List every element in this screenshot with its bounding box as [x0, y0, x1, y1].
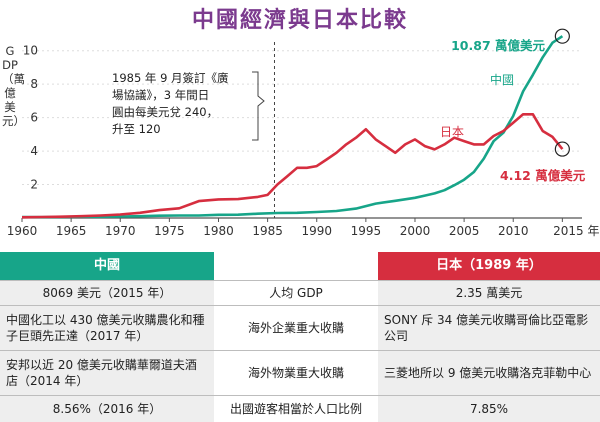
x-tick-label: 2005	[449, 224, 480, 238]
y-tick-label: 4	[30, 144, 38, 158]
cell-china: 中國化工以 430 億美元收購農化和種子巨頭先正達（2017 年）	[0, 306, 214, 350]
plaza-accord-annotation: 1985 年 9 月簽訂《廣 場協議》，3 年間日 圓由每美元兌 240， 升至…	[112, 70, 252, 138]
china-end-value-label: 10.87 萬億美元	[451, 38, 545, 53]
table-row: 8069 美元（2015 年） 人均 GDP 2.35 萬美元	[0, 281, 600, 305]
y-axis-label: GDP（萬億美元）	[2, 44, 25, 128]
annotation-line: 升至 120	[112, 122, 161, 136]
x-tick-label: 1985	[252, 224, 283, 238]
cell-metric: 出國遊客相當於人口比例	[214, 396, 378, 422]
x-tick-label: 1980	[203, 224, 234, 238]
table-row: 8.56%（2016 年） 出國遊客相當於人口比例 7.85%	[0, 396, 600, 422]
annotation-line: 1985 年 9 月簽訂《廣	[112, 71, 229, 85]
x-tick-label: 1990	[301, 224, 332, 238]
y-tick-label: 6	[30, 111, 38, 125]
table-row: 安邦以近 20 億美元收購華爾道夫酒店（2014 年） 海外物業重大收購 三菱地…	[0, 351, 600, 395]
cell-japan: 三菱地所以 9 億美元收購洛克菲勒中心	[378, 351, 600, 395]
china-end-marker	[554, 28, 570, 44]
table-row: 中國化工以 430 億美元收購農化和種子巨頭先正達（2017 年） 海外企業重大…	[0, 306, 600, 350]
table-header-row: 中國 日本（1989 年）	[0, 252, 600, 280]
japan-end-marker	[554, 141, 570, 157]
china-series-label: 中國	[490, 72, 514, 87]
x-tick-label: 2000	[400, 224, 431, 238]
japan-series-label: 日本	[440, 125, 464, 139]
cell-china: 安邦以近 20 億美元收購華爾道夫酒店（2014 年）	[0, 351, 214, 395]
y-tick-label: 8	[30, 77, 38, 91]
cell-china: 8069 美元（2015 年）	[0, 281, 214, 305]
gdp-line-chart: 2 4 6 8 10 1960 1965 1970 1975 1980 1985 1990 1995 20…	[7, 28, 600, 238]
header-china: 中國	[0, 252, 214, 280]
cell-metric: 海外物業重大收購	[214, 351, 378, 395]
y-tick-label: 10	[23, 44, 38, 58]
japan-end-value-label: 4.12 萬億美元	[500, 168, 586, 183]
x-tick-label: 1965	[56, 224, 87, 238]
x-tick-label: 1975	[154, 224, 185, 238]
x-tick-label: 1995	[351, 224, 382, 238]
china-series-line	[21, 35, 564, 219]
x-tick-label: 1960	[7, 224, 38, 238]
chart-area: 2 4 6 8 10 1960 1965 1970 1975 1980 1985 1990 1995 20…	[2, 8, 600, 238]
japan-series-line	[21, 113, 564, 219]
x-tick-label: 2015 年	[553, 224, 599, 238]
chart-title: 中國經濟與日本比較	[191, 8, 408, 33]
cell-japan: 7.85%	[378, 396, 600, 422]
cell-metric: 人均 GDP	[214, 281, 378, 305]
comparison-table: 中國 日本（1989 年） 8069 美元（2015 年） 人均 GDP 2.3…	[0, 252, 600, 422]
annotation-line: 場協議》，3 年間日	[112, 88, 210, 102]
header-mid	[214, 252, 378, 280]
cell-china: 8.56%（2016 年）	[0, 396, 214, 422]
x-tick-label: 1970	[105, 224, 136, 238]
annotation-line: 圓由每美元兌 240，	[112, 105, 219, 119]
cell-japan: SONY 斥 34 億美元收購哥倫比亞電影公司	[378, 306, 600, 350]
header-japan: 日本（1989 年）	[378, 252, 600, 280]
x-tick-label: 2010	[498, 224, 529, 238]
cell-metric: 海外企業重大收購	[214, 306, 378, 350]
cell-japan: 2.35 萬美元	[378, 281, 600, 305]
y-tick-label: 2	[30, 178, 38, 192]
annotation-bracket	[252, 71, 265, 141]
